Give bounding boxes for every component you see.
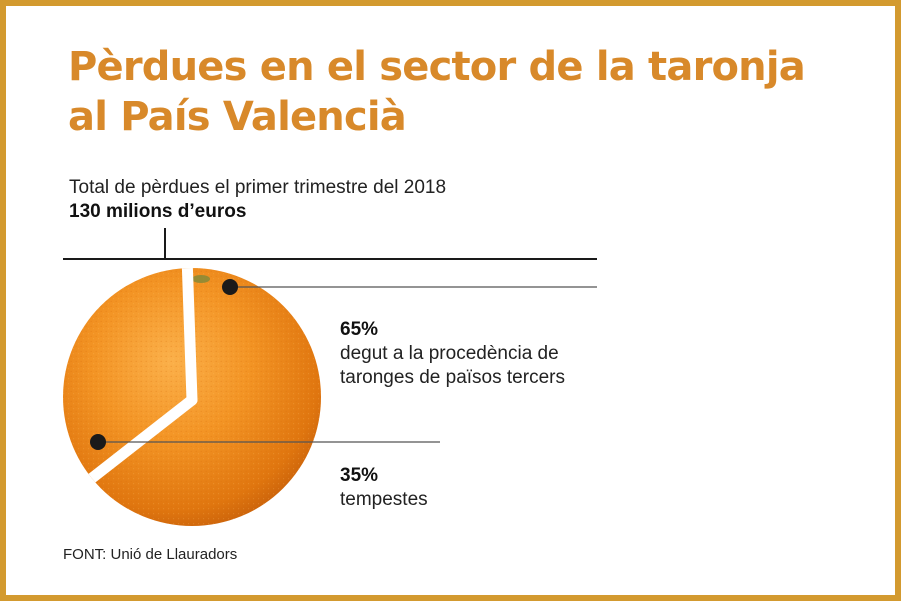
total-losses: 130 milions d’euros (69, 201, 247, 222)
slice-pct-65: 65% (340, 319, 379, 340)
slice-desc-65-line2: taronges de països tercers (340, 367, 565, 388)
chart-title: Pèrdues en el sector de la taronja al Pa… (68, 44, 806, 140)
source-note: FONT: Unió de Llauradors (63, 546, 238, 563)
slice-label-65: 65% degut a la procedència de taronges d… (340, 318, 565, 390)
slice-desc-65-line1: degut a la procedència de (340, 343, 559, 364)
stem-icon (192, 275, 210, 283)
marker-dot-35 (90, 434, 106, 450)
slice-gap-2 (76, 394, 198, 492)
marker-dot-65 (222, 279, 238, 295)
slice-gap-1 (181, 268, 198, 406)
slice-desc-35-line1: tempestes (340, 489, 428, 510)
chart-subtitle: Total de pèrdues el primer trimestre del… (69, 177, 447, 198)
slice-label-35: 35% tempestes (340, 464, 428, 512)
slice-pct-35: 35% (340, 465, 379, 486)
